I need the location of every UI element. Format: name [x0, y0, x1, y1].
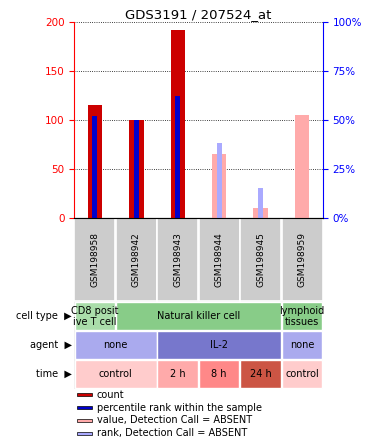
Bar	[171, 30, 185, 218]
FancyBboxPatch shape	[75, 331, 157, 359]
Bar	[175, 96, 180, 218]
Text: Natural killer cell: Natural killer cell	[157, 311, 240, 321]
FancyBboxPatch shape	[282, 331, 322, 359]
Text: GSM198958: GSM198958	[91, 232, 99, 287]
FancyBboxPatch shape	[199, 360, 240, 388]
FancyBboxPatch shape	[157, 218, 198, 301]
FancyBboxPatch shape	[240, 218, 281, 301]
FancyBboxPatch shape	[75, 218, 115, 301]
Bar	[88, 105, 102, 218]
Text: GSM198945: GSM198945	[256, 232, 265, 287]
FancyBboxPatch shape	[157, 331, 281, 359]
FancyBboxPatch shape	[75, 302, 115, 330]
Text: value, Detection Call = ABSENT: value, Detection Call = ABSENT	[96, 416, 252, 425]
Text: none: none	[104, 340, 128, 350]
Text: GSM198943: GSM198943	[173, 232, 182, 287]
Text: count: count	[96, 390, 124, 400]
FancyBboxPatch shape	[116, 302, 281, 330]
Text: control: control	[285, 369, 319, 379]
FancyBboxPatch shape	[75, 360, 157, 388]
Text: IL-2: IL-2	[210, 340, 228, 350]
Text: none: none	[290, 340, 314, 350]
Text: time  ▶: time ▶	[36, 369, 72, 379]
Text: lymphoid
tissues: lymphoid tissues	[279, 305, 325, 327]
Text: GSM198944: GSM198944	[215, 232, 224, 287]
FancyBboxPatch shape	[157, 360, 198, 388]
Bar	[92, 116, 98, 218]
FancyBboxPatch shape	[282, 302, 322, 330]
Bar	[258, 188, 263, 218]
FancyBboxPatch shape	[77, 406, 92, 409]
Bar	[295, 115, 309, 218]
FancyBboxPatch shape	[116, 218, 157, 301]
FancyBboxPatch shape	[282, 218, 322, 301]
Text: control: control	[99, 369, 132, 379]
Text: GSM198942: GSM198942	[132, 232, 141, 287]
Text: rank, Detection Call = ABSENT: rank, Detection Call = ABSENT	[96, 428, 247, 438]
FancyBboxPatch shape	[199, 218, 240, 301]
Bar	[217, 143, 222, 218]
FancyBboxPatch shape	[282, 360, 322, 388]
Bar	[212, 154, 226, 218]
Text: GSM198959: GSM198959	[298, 232, 306, 287]
Text: CD8 posit
ive T cell: CD8 posit ive T cell	[71, 305, 119, 327]
FancyBboxPatch shape	[240, 360, 281, 388]
Text: agent  ▶: agent ▶	[30, 340, 72, 350]
FancyBboxPatch shape	[77, 419, 92, 422]
Bar	[129, 120, 144, 218]
Bar	[134, 120, 139, 218]
Text: 2 h: 2 h	[170, 369, 186, 379]
Text: 8 h: 8 h	[211, 369, 227, 379]
Text: 24 h: 24 h	[250, 369, 272, 379]
FancyBboxPatch shape	[77, 432, 92, 435]
Text: percentile rank within the sample: percentile rank within the sample	[96, 403, 262, 412]
Title: GDS3191 / 207524_at: GDS3191 / 207524_at	[125, 8, 272, 21]
FancyBboxPatch shape	[77, 393, 92, 396]
Text: cell type  ▶: cell type ▶	[16, 311, 72, 321]
Bar	[253, 208, 268, 218]
